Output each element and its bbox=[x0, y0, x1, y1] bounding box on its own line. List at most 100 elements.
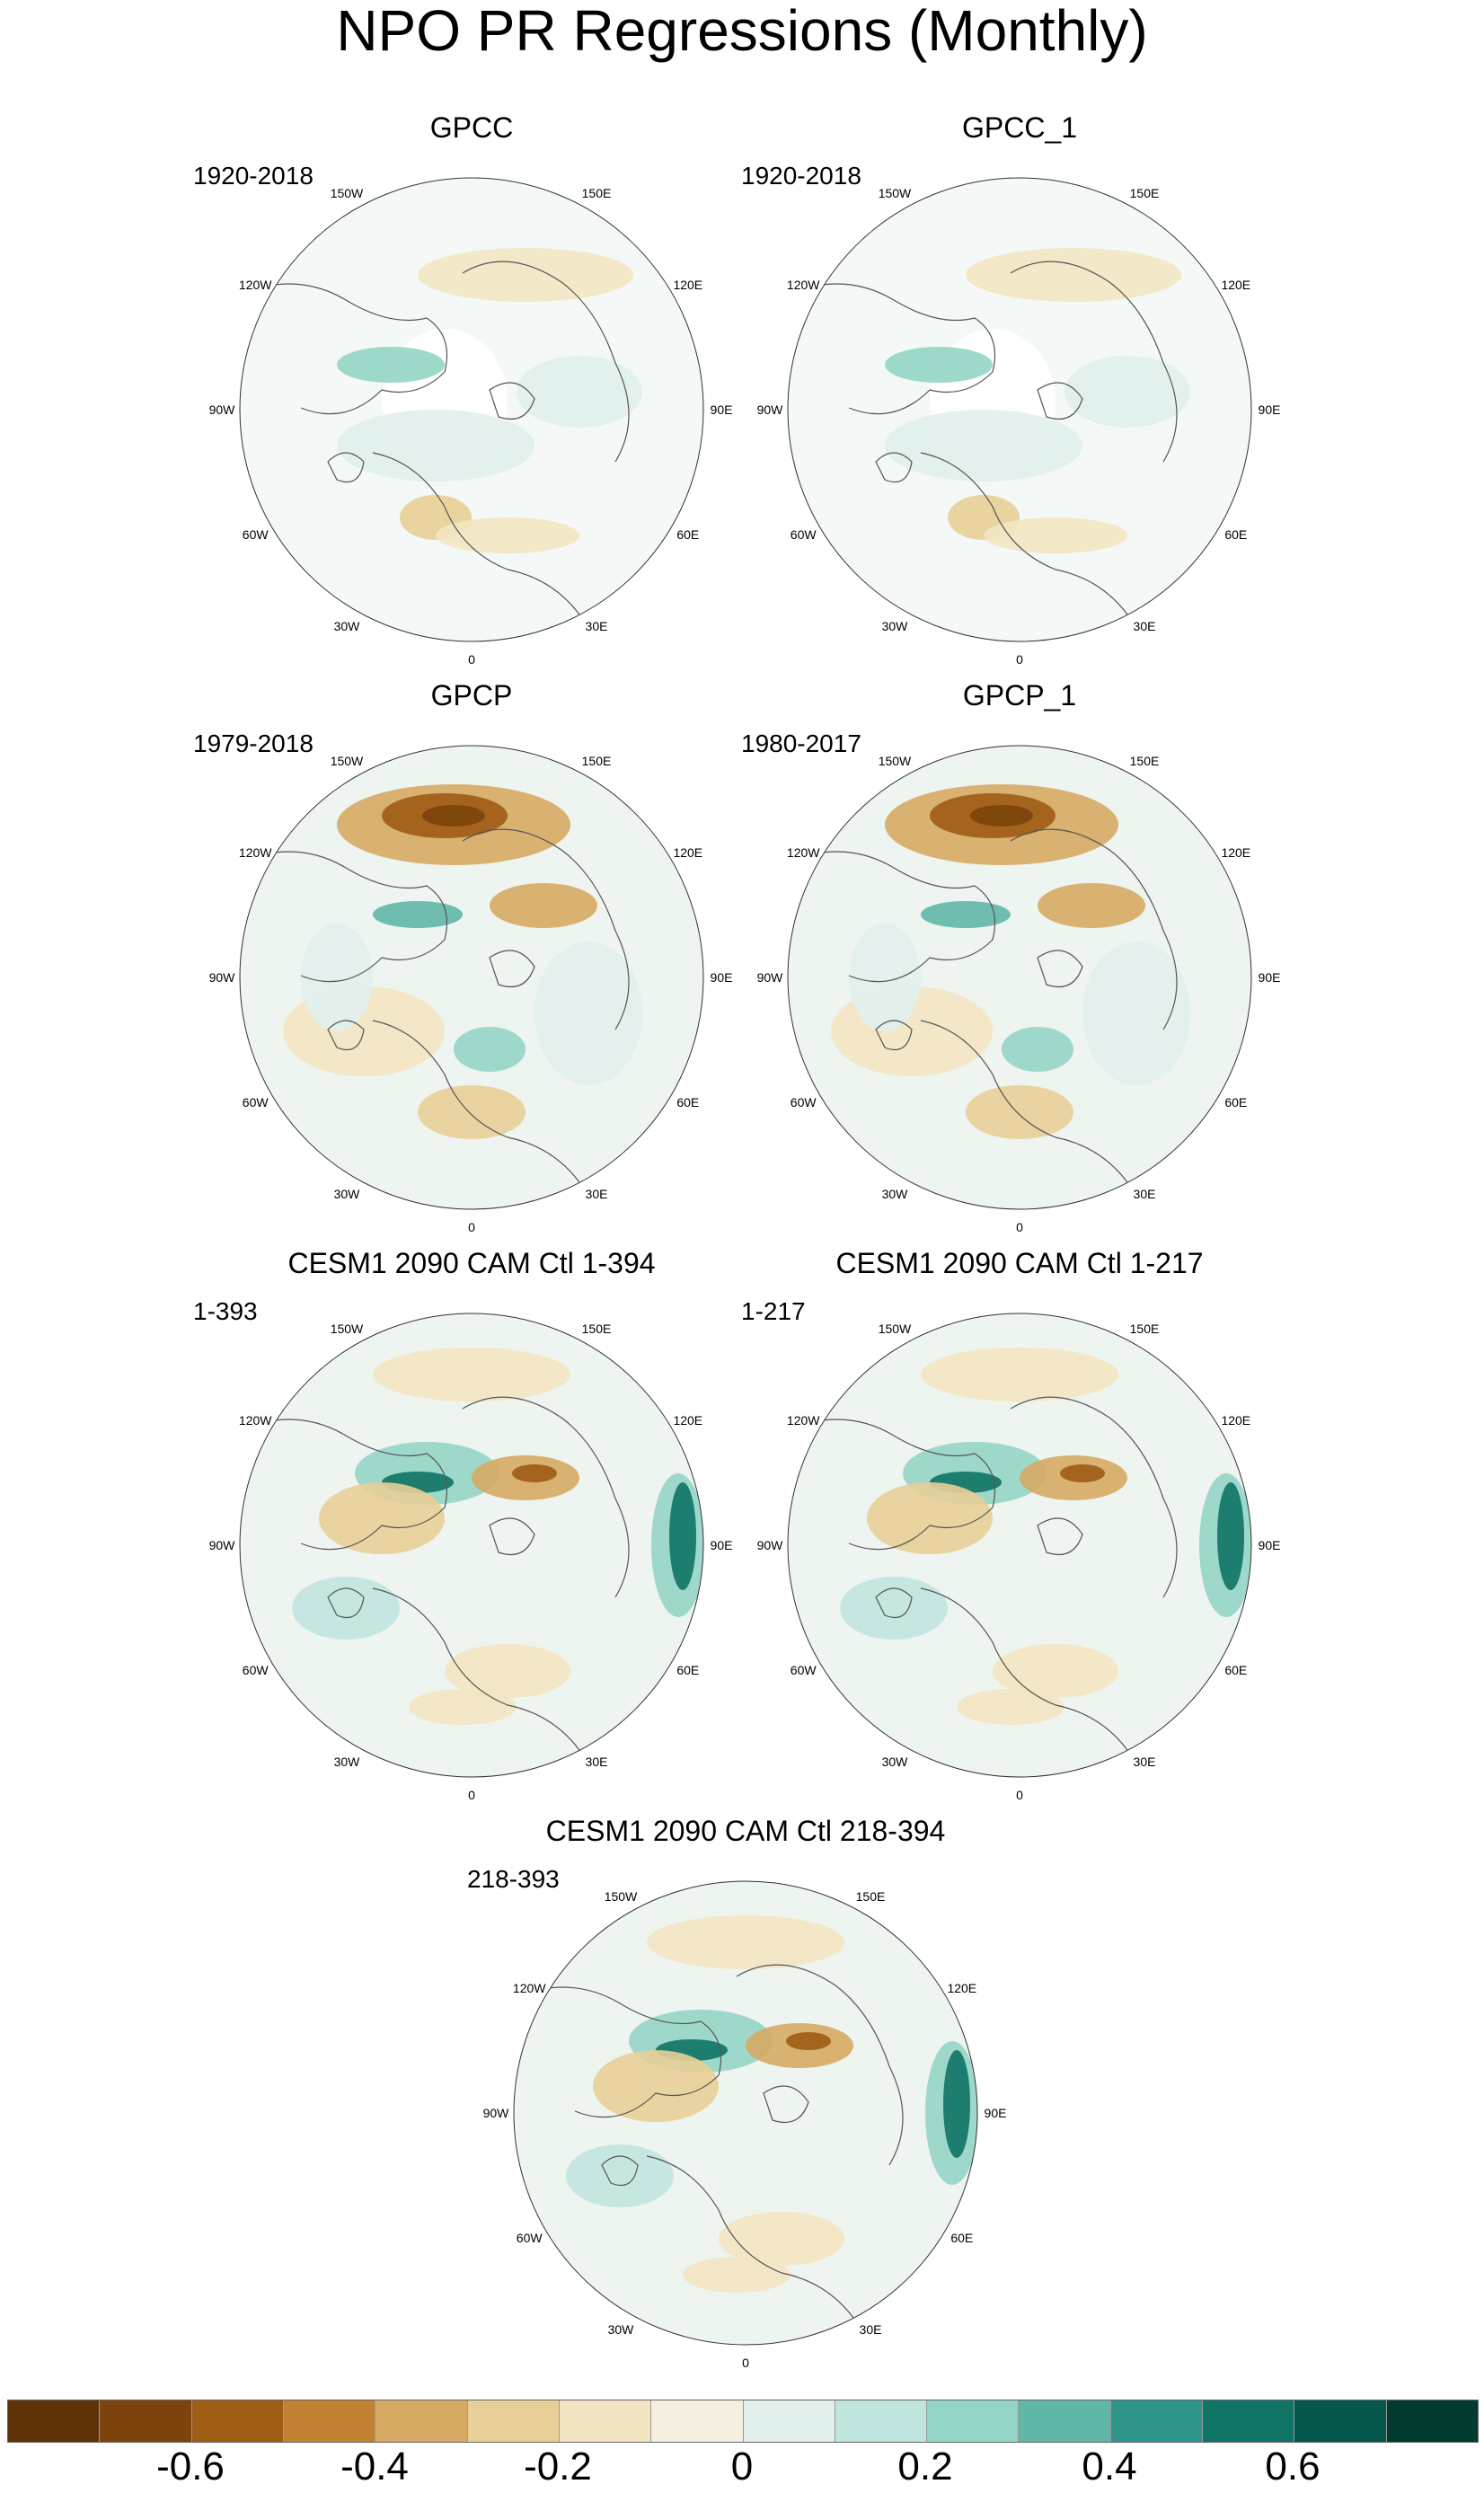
coastline bbox=[489, 950, 535, 988]
longitude-label: 60E bbox=[1224, 1663, 1247, 1677]
longitude-label: 30E bbox=[860, 2322, 882, 2337]
regression-contour bbox=[418, 1085, 526, 1139]
coastline bbox=[462, 261, 630, 463]
coastline bbox=[920, 452, 1128, 615]
longitude-label: 30E bbox=[1134, 619, 1156, 633]
map-boundary bbox=[239, 745, 704, 1210]
longitude-label: 60W bbox=[791, 1663, 817, 1677]
longitude-label: 90W bbox=[209, 402, 236, 417]
longitude-label: 60W bbox=[243, 1095, 269, 1109]
colorbar-box bbox=[1203, 2400, 1295, 2442]
coastline bbox=[875, 1020, 913, 1051]
polar-map: 180 150E 120E 90E 60E 30E 0 30W 60W 90W 120W 150W bbox=[757, 1301, 1281, 1802]
panel-period: 1920-2018 bbox=[741, 162, 861, 190]
coastline bbox=[246, 283, 448, 415]
regression-contour bbox=[373, 901, 463, 928]
panel-period: 1979-2018 bbox=[193, 729, 314, 757]
longitude-label: 90W bbox=[757, 970, 784, 985]
map-background bbox=[240, 746, 703, 1209]
coastline bbox=[794, 851, 996, 983]
regression-contour bbox=[669, 1482, 696, 1590]
longitude-label: 150W bbox=[331, 754, 364, 768]
longitude-label: 60E bbox=[950, 2231, 973, 2245]
regression-contour bbox=[885, 347, 993, 383]
longitude-label: 120W bbox=[513, 1981, 546, 1995]
coastline bbox=[736, 1964, 904, 2166]
coastline bbox=[875, 1587, 913, 1619]
regression-contour bbox=[984, 517, 1127, 553]
longitude-label: 120W bbox=[787, 278, 820, 292]
regression-contour bbox=[566, 2144, 674, 2207]
longitude-label: 60W bbox=[791, 1095, 817, 1109]
longitude-label: 0 bbox=[468, 1788, 475, 1802]
regression-contour bbox=[1002, 1027, 1073, 1072]
longitude-label: 150E bbox=[582, 1322, 612, 1336]
longitude-label: 30E bbox=[1134, 1755, 1156, 1769]
regression-contour bbox=[422, 805, 485, 827]
longitude-label: 120E bbox=[1221, 845, 1250, 860]
longitude-label: 150E bbox=[1130, 1322, 1160, 1336]
longitude-label: 180 bbox=[461, 165, 482, 167]
coastline bbox=[1037, 1517, 1083, 1556]
map-boundary bbox=[239, 177, 704, 642]
coastline bbox=[246, 851, 448, 983]
coastline bbox=[763, 2085, 809, 2124]
coastline bbox=[1037, 382, 1083, 420]
longitude-label: 120E bbox=[1221, 278, 1250, 292]
regression-contour bbox=[292, 1577, 400, 1640]
regression-contour bbox=[957, 1689, 1064, 1725]
longitude-label: 30W bbox=[608, 2322, 635, 2337]
regression-contour bbox=[719, 2212, 844, 2266]
regression-contour bbox=[454, 1027, 526, 1072]
colorbar-box bbox=[467, 2400, 560, 2442]
longitude-label: 120E bbox=[1221, 1413, 1250, 1428]
colorbar bbox=[7, 2400, 1479, 2443]
longitude-label: 180 bbox=[1009, 165, 1030, 167]
longitude-label: 60W bbox=[791, 527, 817, 542]
longitude-label: 180 bbox=[735, 1869, 756, 1870]
colorbar-box bbox=[1294, 2400, 1387, 2442]
longitude-label: 90W bbox=[209, 970, 236, 985]
colorbar-box bbox=[283, 2400, 376, 2442]
panel-title: GPCC_1 bbox=[961, 111, 1078, 144]
longitude-label: 0 bbox=[468, 1220, 475, 1234]
colorbar-tick-label: 0.2 bbox=[897, 2444, 953, 2489]
regression-contour bbox=[840, 1577, 948, 1640]
coastline bbox=[327, 1587, 365, 1619]
longitude-label: 0 bbox=[1016, 1788, 1023, 1802]
map-boundary bbox=[787, 177, 1252, 642]
polar-map: 180 150E 120E 90E 60E 30E 0 30W 60W 90W 120W 150W bbox=[209, 733, 733, 1234]
figure-title: NPO PR Regressions (Monthly) bbox=[336, 0, 1148, 63]
coastline bbox=[920, 1587, 1128, 1751]
longitude-label: 120E bbox=[673, 278, 702, 292]
longitude-label: 30W bbox=[882, 1755, 909, 1769]
map-panel-gpcp: GPCP 1979-2018 180 150E 120E 90E 60E 30E 0 30W 6… bbox=[193, 679, 750, 1236]
map-panel-cesm1-1-217: CESM1 2090 CAM Ctl 1-217 1-217 180 150E 12… bbox=[741, 1247, 1298, 1804]
regression-contour bbox=[867, 1482, 993, 1554]
longitude-label: 150E bbox=[856, 1889, 886, 1904]
regression-contour bbox=[1217, 1482, 1244, 1590]
longitude-label: 90W bbox=[757, 402, 784, 417]
longitude-label: 60E bbox=[676, 1663, 699, 1677]
longitude-label: 150E bbox=[582, 186, 612, 200]
coastline bbox=[646, 2155, 854, 2319]
polar-map: 180 150E 120E 90E 60E 30E 0 30W 60W 90W 120W 150W bbox=[209, 1301, 733, 1802]
longitude-label: 30W bbox=[334, 1755, 361, 1769]
coastline bbox=[794, 1419, 996, 1551]
longitude-label: 90W bbox=[757, 1538, 784, 1552]
longitude-label: 60E bbox=[1224, 527, 1247, 542]
coastline bbox=[372, 452, 580, 615]
coastline bbox=[520, 1986, 722, 2118]
panel-period: 218-393 bbox=[467, 1865, 560, 1893]
longitude-label: 120E bbox=[673, 845, 702, 860]
regression-contour bbox=[534, 942, 642, 1085]
map-panel-gpcp-1: GPCP_1 1980-2017 180 150E 120E 90E 60E 30E 0 30… bbox=[741, 679, 1298, 1236]
regression-contour bbox=[517, 356, 642, 428]
colorbar-box bbox=[835, 2400, 928, 2442]
coastline bbox=[462, 1396, 630, 1598]
regression-contour bbox=[436, 517, 579, 553]
longitude-label: 150W bbox=[331, 186, 364, 200]
regression-contour bbox=[1082, 942, 1190, 1085]
regression-contour bbox=[970, 805, 1033, 827]
coastline bbox=[372, 1020, 580, 1183]
